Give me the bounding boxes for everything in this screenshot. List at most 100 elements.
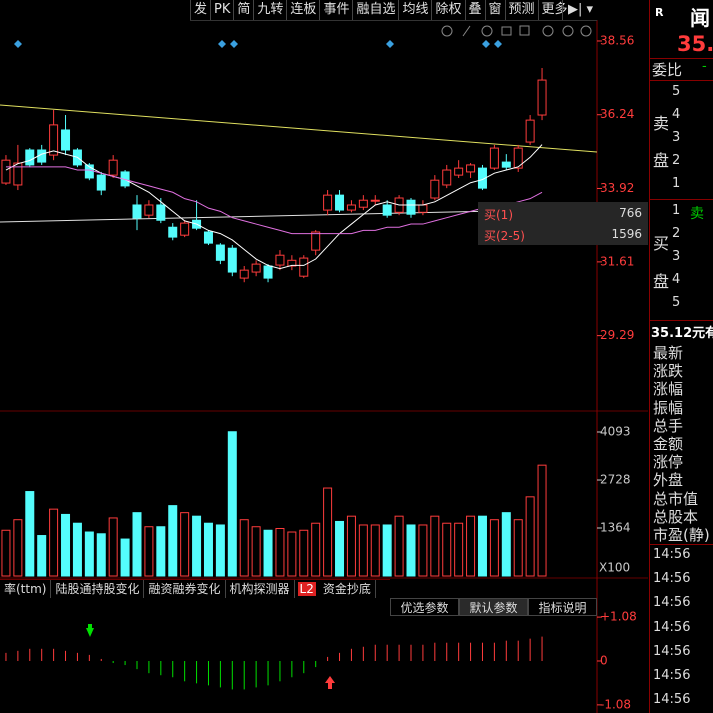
volume-bar bbox=[263, 529, 273, 577]
candle-body bbox=[311, 231, 321, 251]
candle-body bbox=[489, 147, 499, 169]
toolbar-item[interactable]: PK bbox=[210, 0, 233, 20]
volume-bar bbox=[132, 512, 142, 577]
candle-body bbox=[132, 204, 142, 219]
divider bbox=[650, 544, 713, 545]
field-label: 总市值 bbox=[653, 489, 699, 508]
candle-body bbox=[144, 204, 154, 216]
y-tick-label: +1.08 bbox=[600, 610, 637, 624]
toolbar-item[interactable]: 叠 bbox=[464, 0, 485, 20]
candle-body bbox=[251, 263, 261, 273]
toolbar-item[interactable]: 除权 bbox=[431, 0, 464, 20]
popup-value: 766 bbox=[619, 206, 642, 220]
signal-marker bbox=[482, 40, 490, 48]
volume-bar bbox=[108, 517, 118, 577]
quote-panel: R 闻 35. 委比 - 卖盘 5 4 3 2 1 买盘 1 2 3 4 5 卖 35.12元有 最新 涨跌 涨幅 振幅 总手… bbox=[649, 0, 713, 713]
toolbar-item[interactable]: 预测 bbox=[504, 0, 538, 20]
param-button[interactable]: 默认参数 bbox=[459, 598, 528, 616]
candle-body bbox=[406, 199, 416, 215]
volume-bar bbox=[442, 522, 452, 577]
toolbar-item[interactable]: 连板 bbox=[286, 0, 319, 20]
candle-body bbox=[299, 257, 309, 277]
signal-marker bbox=[386, 40, 394, 48]
candle-body bbox=[275, 254, 285, 266]
candle-body bbox=[418, 204, 428, 213]
buy-first-tag: 卖 bbox=[690, 206, 704, 222]
sell-label: 盘 bbox=[653, 151, 670, 170]
toolbar: 发 PK 简九转 连板 事件 融自选 均线 除权叠窗预测 更多 bbox=[190, 0, 597, 21]
param-button[interactable]: 优选参数 bbox=[390, 598, 459, 616]
candle-body bbox=[263, 265, 273, 279]
weibi-label: 委比 bbox=[652, 61, 683, 79]
candle-body bbox=[215, 244, 225, 261]
param-button[interactable]: 指标说明 bbox=[528, 598, 597, 616]
volume-bar bbox=[13, 519, 23, 577]
volume-bar bbox=[120, 538, 130, 577]
volume-bar bbox=[180, 512, 190, 577]
y-tick-label: 38.56 bbox=[600, 33, 634, 47]
toolbar-item[interactable]: 九转 bbox=[253, 0, 286, 20]
toolbar-item[interactable]: 更多 bbox=[537, 0, 571, 20]
volume-bar bbox=[1, 529, 11, 577]
sell-level: 1 bbox=[672, 176, 681, 191]
field-label: 总股本 bbox=[653, 507, 699, 526]
price-line: 35.12元有 bbox=[651, 326, 713, 341]
volume-bar bbox=[168, 505, 178, 577]
toolbar-item[interactable]: 事件 bbox=[319, 0, 352, 20]
candle-body bbox=[501, 161, 511, 168]
toolbar-item[interactable]: 发 bbox=[190, 0, 210, 20]
popup-label: 买(2-5) bbox=[484, 229, 525, 243]
candle-body bbox=[227, 247, 237, 273]
candle-body bbox=[525, 119, 535, 143]
candle-body bbox=[382, 204, 392, 216]
volume-bar bbox=[61, 513, 71, 577]
indicator-buttons: 优选参数 默认参数 指标说明 bbox=[390, 598, 597, 616]
sell-level: 3 bbox=[672, 130, 681, 145]
volume-bar bbox=[37, 535, 47, 577]
chart-icons bbox=[441, 25, 592, 37]
indicator-tab[interactable]: 陆股通持股变化 bbox=[51, 580, 145, 598]
indicator-tab[interactable]: 融资融券变化 bbox=[144, 580, 226, 598]
signal-marker bbox=[230, 40, 238, 48]
weibi-value: - bbox=[702, 59, 707, 74]
buy-arrow bbox=[325, 676, 335, 683]
indicator-tab[interactable]: 率(ttm) bbox=[0, 580, 52, 598]
volume-bar bbox=[144, 526, 154, 577]
buy-label: 盘 bbox=[653, 272, 670, 291]
volume-bar bbox=[192, 515, 202, 577]
candle-body bbox=[358, 199, 368, 208]
volume-bar bbox=[406, 524, 416, 577]
toolbar-item[interactable]: 融自选 bbox=[352, 0, 398, 20]
toolbar-more-icons[interactable]: ▶| ▾ bbox=[562, 0, 598, 20]
field-label: 涨幅 bbox=[653, 380, 684, 399]
sell-arrow bbox=[88, 624, 92, 629]
candle-body bbox=[513, 147, 523, 169]
trade-time: 14:56 bbox=[653, 595, 691, 611]
volume-bar bbox=[370, 524, 380, 577]
toolbar-item[interactable]: 简 bbox=[233, 0, 253, 20]
indicator-tab[interactable]: 资金抄底 bbox=[319, 580, 376, 598]
field-label: 振幅 bbox=[653, 398, 684, 417]
indicator-tab[interactable]: 机构探测器 bbox=[226, 580, 295, 598]
toolbar-item[interactable]: 窗 bbox=[484, 0, 505, 20]
sell-arrow bbox=[86, 628, 94, 637]
trend-line bbox=[0, 209, 541, 223]
toolbar-item[interactable]: 均线 bbox=[398, 0, 431, 20]
trade-time: 14:56 bbox=[653, 643, 691, 659]
field-label: 外盘 bbox=[653, 471, 684, 490]
divider bbox=[650, 58, 713, 59]
volume-bar bbox=[215, 524, 225, 577]
sell-level: 2 bbox=[672, 153, 681, 168]
y-tick-label: 0 bbox=[600, 653, 608, 667]
indicator-tab[interactable]: L2 bbox=[297, 582, 316, 596]
volume-bar bbox=[156, 526, 166, 577]
field-label: 最新 bbox=[653, 344, 684, 362]
buy-arrow bbox=[328, 683, 332, 689]
candle-body bbox=[25, 149, 35, 166]
sell-level: 5 bbox=[672, 84, 681, 99]
field-label: 涨停 bbox=[653, 453, 684, 472]
field-label: 市盈(静) bbox=[653, 526, 710, 544]
trade-time: 14:56 bbox=[653, 571, 691, 587]
trade-time: 14:56 bbox=[653, 692, 691, 708]
candle-body bbox=[168, 226, 178, 238]
